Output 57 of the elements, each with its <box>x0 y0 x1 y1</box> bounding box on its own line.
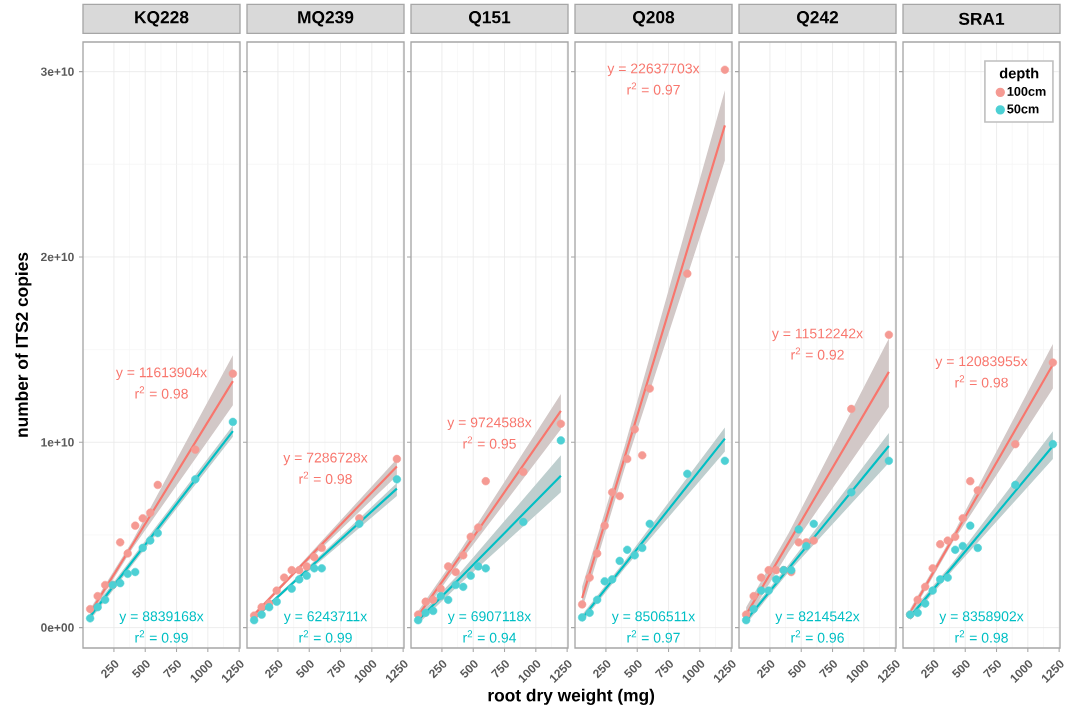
annotation: r$^{2}$ = 0.95 <box>463 436 516 449</box>
annotation: y = 7286728x <box>283 452 368 466</box>
annotation: y = 22637703x <box>607 63 700 77</box>
y-tick-label: 3e+10 <box>40 67 74 76</box>
annotation: r$^{2}$ = 0.98 <box>135 386 188 399</box>
chart-title: MQ239 <box>298 11 354 27</box>
x-tick-label: 750 <box>818 660 837 678</box>
annotation: y = 8506511x <box>611 611 696 625</box>
annotation: r$^{2}$ = 0.92 <box>791 347 844 360</box>
x-axis-title: root dry weight (mg) <box>488 688 655 705</box>
chart-title: SRA1 <box>958 12 1005 25</box>
annotation: r$^{2}$ = 0.99 <box>135 630 188 643</box>
x-tick-label: 500 <box>623 660 642 678</box>
x-tick-label: 250 <box>101 660 119 679</box>
y-axis-title: number of ITS2 copies <box>15 252 32 437</box>
x-tick-label: 500 <box>787 660 806 678</box>
annotation: r$^{2}$ = 0.99 <box>299 630 352 643</box>
annotation: y = 9724588x <box>447 417 532 431</box>
annotation: r$^{2}$ = 0.96 <box>791 630 844 643</box>
y-tick-label: 1e+10 <box>41 438 74 447</box>
annotation: r$^{2}$ = 0.97 <box>627 630 680 643</box>
x-tick-label: 250 <box>757 660 775 679</box>
x-tick-label: 750 <box>490 660 509 678</box>
x-tick-label: 500 <box>131 660 150 678</box>
x-tick-label: 750 <box>654 660 673 678</box>
x-tick-label: 750 <box>162 660 181 678</box>
annotation: r$^{2}$ = 0.98 <box>955 375 1008 388</box>
x-tick-label: 250 <box>429 660 447 679</box>
annotation: r$^{2}$ = 0.98 <box>299 471 352 484</box>
x-tick-label: 500 <box>459 660 478 678</box>
legend-label: 100cm <box>1007 86 1046 96</box>
annotation: y = 8839168x <box>119 611 204 625</box>
chart-title: KQ228 <box>135 11 189 27</box>
y-tick-label: 0e+00 <box>41 623 74 632</box>
x-tick-label: 250 <box>593 660 611 679</box>
x-tick-label: 750 <box>982 660 1001 678</box>
annotation: y = 6907118x <box>447 611 532 625</box>
chart-title: Q208 <box>633 11 675 27</box>
annotation: r$^{2}$ = 0.94 <box>463 630 517 643</box>
annotation: r$^{2}$ = 0.98 <box>955 630 1008 643</box>
annotation: y = 8214542x <box>775 611 860 625</box>
x-tick-label: 750 <box>326 660 345 678</box>
chart-title: Q151 <box>469 11 511 27</box>
chart-title: Q242 <box>797 11 839 27</box>
annotation: y = 12083955x <box>935 356 1028 369</box>
x-tick-label: 250 <box>921 660 939 679</box>
annotation: y = 11512242x <box>771 328 863 342</box>
annotation: y = 11613904x <box>115 367 207 381</box>
legend-title: depth <box>999 67 1039 82</box>
x-tick-label: 500 <box>295 660 314 678</box>
legend-label: 50cm <box>1007 104 1039 114</box>
annotation: r$^{2}$ = 0.97 <box>627 82 680 95</box>
x-tick-label: 250 <box>265 660 283 679</box>
y-tick-label: 2e+10 <box>41 252 74 262</box>
x-tick-label: 500 <box>951 660 970 678</box>
annotation: y = 6243711x <box>283 611 368 625</box>
annotation: y = 8358902x <box>939 611 1024 625</box>
